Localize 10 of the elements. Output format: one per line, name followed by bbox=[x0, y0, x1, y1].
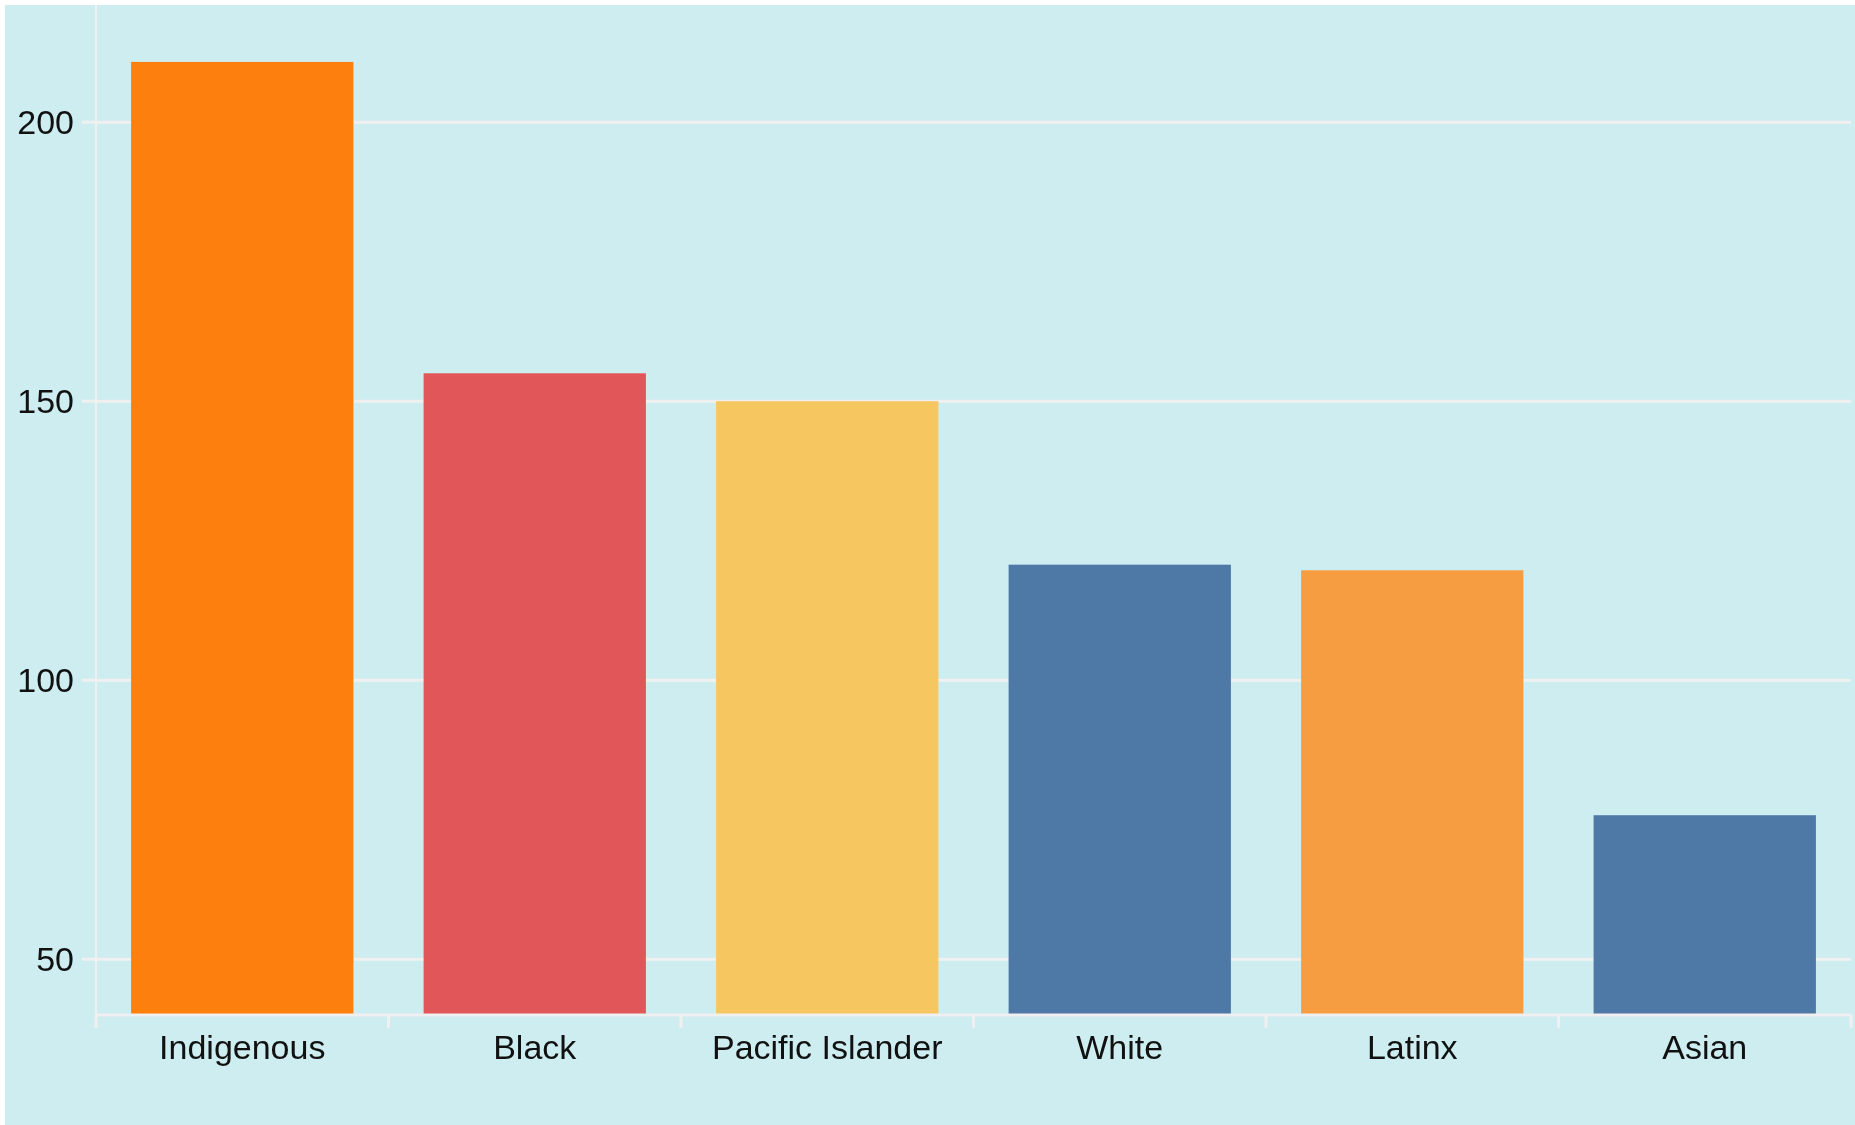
x-tick-label: White bbox=[1076, 1028, 1164, 1066]
x-tick-label: Asian bbox=[1662, 1028, 1748, 1066]
x-tick-label: Pacific Islander bbox=[711, 1028, 943, 1066]
x-tick-label: Indigenous bbox=[159, 1028, 326, 1066]
y-tick-label: 50 bbox=[36, 940, 74, 979]
x-tick-label: Latinx bbox=[1366, 1028, 1458, 1066]
y-tick-label: 200 bbox=[17, 103, 74, 142]
y-tick-label: 100 bbox=[17, 661, 74, 700]
x-tick-label: Black bbox=[493, 1028, 578, 1066]
y-tick-label: 150 bbox=[17, 382, 74, 421]
